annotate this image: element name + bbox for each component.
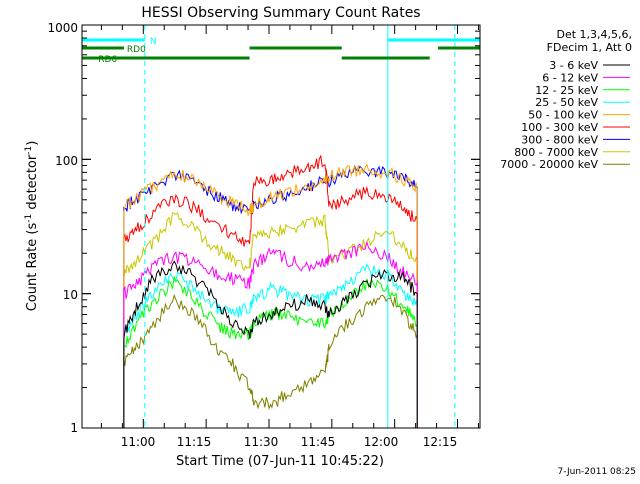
plot-frame: [81, 24, 481, 429]
timestamp: 7-Jun-2011 08:25: [558, 467, 637, 477]
series-line-25-50kev: [123, 263, 418, 428]
segment-label-n: N: [150, 37, 157, 47]
series-line-50-100kev: [123, 163, 418, 428]
vertical-markers: [81, 25, 456, 428]
series-layer: [123, 154, 418, 428]
series-line-800-7000kev: [123, 212, 418, 428]
legend-header-line-2: FDecim 1, Att 0: [547, 41, 632, 54]
y-tick-label-10: 10: [63, 288, 78, 302]
x-axis: 11:00 11:15 11:30 11:45 12:00 12:15 Star…: [121, 435, 458, 469]
legend: Det 1,3,4,5,6, FDecim 1, Att 0 3 - 6 keV…: [500, 28, 632, 171]
axis-ticks: [82, 24, 480, 429]
series-line-300-800kev: [123, 164, 418, 428]
x-axis-title: Start Time (07-Jun-11 10:45:22): [176, 454, 384, 469]
x-tick-label-1215: 12:15: [423, 435, 458, 449]
x-tick-label-1145: 11:45: [301, 435, 336, 449]
legend-label-50-100kev: 50 - 100 keV: [528, 109, 598, 122]
y-tick-label-1: 1: [70, 421, 78, 435]
plot-area: N RD0 RD6: [81, 24, 481, 429]
chart-title: HESSI Observing Summary Count Rates: [141, 5, 420, 21]
legend-label-100-300kev: 100 - 300 keV: [521, 121, 598, 134]
y-tick-label-100: 100: [55, 154, 78, 168]
x-tick-label-1115: 11:15: [177, 435, 212, 449]
legend-label-6-12kev: 6 - 12 keV: [542, 71, 598, 84]
y-tick-label-1000: 1000: [47, 21, 78, 35]
series-line-100-300kev: [123, 154, 418, 428]
legend-label-3-6kev: 3 - 6 keV: [549, 59, 598, 72]
x-tick-label-1100: 11:00: [121, 435, 156, 449]
x-tick-label-1130: 11:30: [244, 435, 279, 449]
x-tick-label-1200: 12:00: [364, 435, 399, 449]
segment-label-rd6: RD6: [98, 55, 117, 65]
y-axis: 1000 100 10 1 Count Rate (s-1 detector-1…: [24, 21, 78, 435]
flag-segments: N RD0 RD6: [82, 37, 480, 65]
legend-label-800-7000kev: 800 - 7000 keV: [514, 146, 598, 159]
series-line-6-12kev: [123, 240, 418, 428]
legend-label-300-800kev: 300 - 800 keV: [521, 133, 598, 146]
segment-label-rd0: RD0: [127, 45, 146, 55]
legend-header-line-1: Det 1,3,4,5,6,: [556, 28, 632, 41]
series-line-3-6kev: [123, 260, 418, 428]
legend-label-7000-20000kev: 7000 - 20000 keV: [500, 158, 598, 171]
legend-label-25-50kev: 25 - 50 keV: [535, 96, 598, 109]
y-axis-title: Count Rate (s-1 detector-1): [24, 141, 40, 312]
series-line-7000-20000kev: [123, 293, 418, 428]
legend-label-12-25kev: 12 - 25 keV: [535, 84, 598, 97]
